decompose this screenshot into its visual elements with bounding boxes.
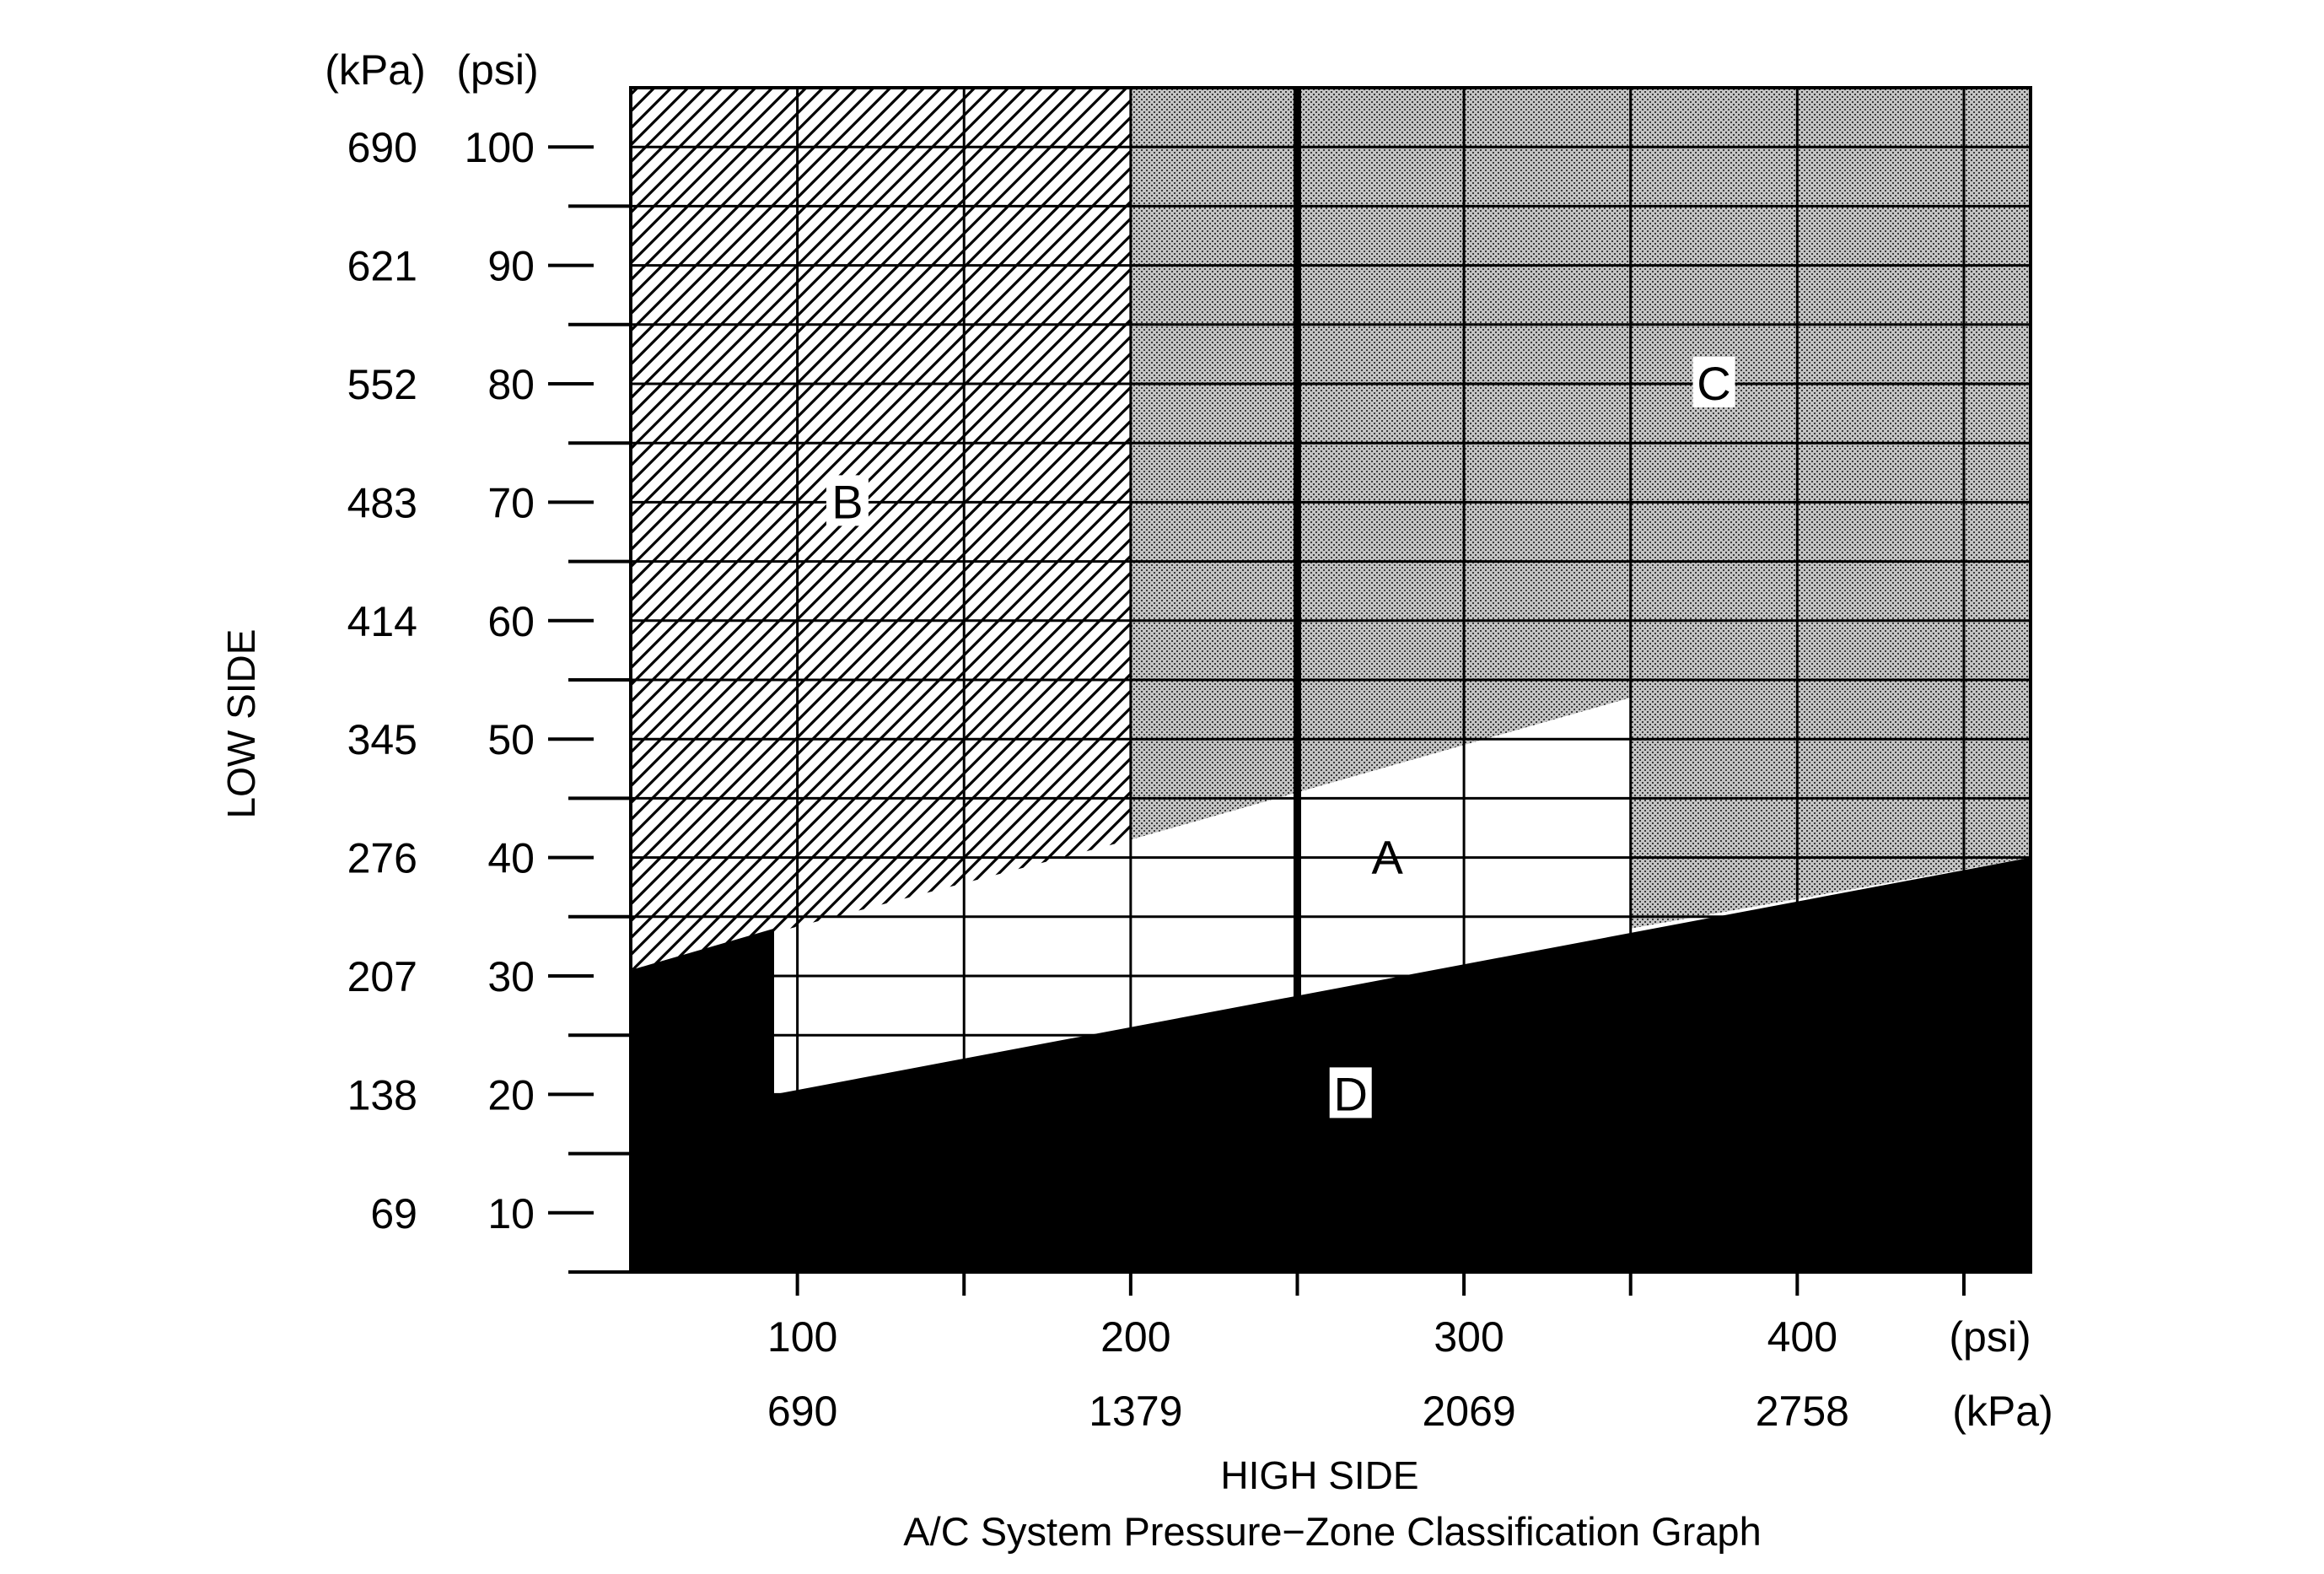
y-tick-label-kpa: 621	[347, 243, 417, 290]
y-tick-label-kpa: 483	[347, 479, 417, 526]
y-tick-label-psi: 60	[487, 598, 535, 645]
zone-c-label: C	[1697, 357, 1730, 410]
zone-d-label-box	[1329, 1067, 1372, 1119]
x-tick-label-psi: 200	[1100, 1313, 1170, 1361]
x-tick-label-kpa: 690	[767, 1388, 837, 1435]
zones-layer	[631, 88, 2031, 1272]
y-tick-label-kpa: 276	[347, 835, 417, 882]
zone-a-area	[774, 698, 1631, 1095]
y-tick-label-psi: 20	[487, 1071, 535, 1119]
y-tick-label-kpa: 138	[347, 1071, 417, 1119]
y-tick-label-kpa: 552	[347, 361, 417, 408]
y-tick-label-kpa: 207	[347, 953, 417, 1000]
axis-layer	[548, 145, 2031, 1296]
y-tick-label-psi: 30	[487, 953, 535, 1000]
y-tick-label-kpa: 345	[347, 716, 417, 763]
x-tick-label-psi: 100	[767, 1313, 837, 1361]
x-unit-kpa-label: (kPa)	[1952, 1388, 2052, 1435]
grid-layer	[629, 86, 2032, 1274]
zone-c-label-box	[1692, 357, 1735, 407]
zone-d-area	[631, 857, 2031, 1272]
y-tick-label-kpa: 69	[370, 1190, 417, 1237]
y-tick-label-kpa: 414	[347, 598, 417, 645]
x-tick-label-kpa: 2069	[1422, 1388, 1515, 1435]
zone-c-area	[1130, 88, 2031, 929]
x-unit-psi-label: (psi)	[1949, 1313, 2031, 1361]
chart-title: A/C System Pressure−Zone Classification …	[903, 1509, 1761, 1554]
zone-d-label: D	[1333, 1067, 1367, 1120]
y-unit-psi-header: (psi)	[456, 46, 538, 94]
y-tick-label-psi: 10	[487, 1190, 535, 1237]
y-tick-label-psi: 40	[487, 835, 535, 882]
y-axis-title: LOW SIDE	[219, 629, 263, 819]
x-tick-label-psi: 300	[1434, 1313, 1504, 1361]
zone-a-label: A	[1372, 831, 1404, 884]
y-tick-label-psi: 90	[487, 243, 535, 290]
x-tick-label-kpa: 2758	[1756, 1388, 1849, 1435]
y-unit-kpa-header: (kPa)	[325, 46, 425, 94]
x-axis-title: HIGH SIDE	[1220, 1453, 1418, 1497]
y-tick-label-psi: 70	[487, 479, 535, 526]
y-tick-label-psi: 50	[487, 716, 535, 763]
label-layer: 690 100 621 90 552 80 483 70 414 60 345 50 276 40 207 3…	[347, 124, 1849, 1435]
x-tick-label-psi: 400	[1767, 1313, 1837, 1361]
zone-b-label-box	[826, 475, 869, 526]
y-tick-label-psi: 100	[465, 124, 535, 171]
x-tick-label-kpa: 1379	[1089, 1388, 1182, 1435]
y-tick-label-kpa: 690	[347, 124, 417, 171]
y-tick-label-psi: 80	[487, 361, 535, 408]
zone-b-area	[631, 88, 1131, 970]
zone-b-label: B	[831, 475, 863, 528]
